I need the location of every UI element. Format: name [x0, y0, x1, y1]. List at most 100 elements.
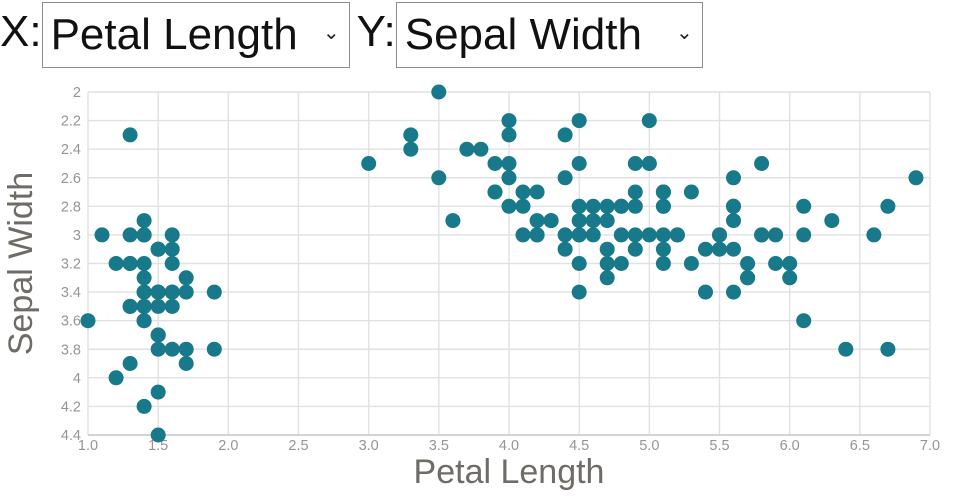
y-axis-select[interactable]: Sepal Width ⌄: [395, 2, 703, 68]
data-point: [150, 341, 166, 357]
data-point: [431, 170, 447, 186]
data-point: [136, 213, 152, 229]
x-axis-title: Petal Length: [414, 453, 605, 491]
chevron-down-icon: ⌄: [322, 22, 340, 44]
y-tick-label: 3.2: [61, 257, 81, 273]
data-point: [655, 256, 671, 271]
data-point: [768, 256, 784, 271]
data-point: [501, 156, 517, 171]
data-point: [585, 213, 601, 229]
x-axis-select-value: Petal Length: [50, 10, 298, 59]
x-tick-label: 2.0: [218, 438, 238, 454]
data-point: [164, 341, 180, 357]
data-point: [150, 384, 166, 400]
data-point: [529, 213, 545, 229]
y-tick-label: 4.4: [61, 428, 81, 444]
data-point: [726, 241, 741, 257]
data-point: [641, 156, 657, 171]
x-tick-label: 4.5: [569, 438, 589, 454]
data-point: [740, 270, 756, 286]
data-point: [726, 284, 741, 300]
x-tick-label: 1.5: [148, 438, 168, 454]
data-point: [796, 198, 812, 214]
data-point: [824, 213, 840, 229]
data-point: [571, 198, 587, 214]
x-tick-label: 6.5: [850, 438, 870, 454]
data-point: [136, 298, 152, 314]
data-point: [80, 313, 96, 329]
y-tick-label: 2.2: [61, 114, 81, 130]
data-point: [599, 256, 615, 271]
data-point: [515, 227, 531, 243]
data-point: [150, 327, 166, 343]
x-tick-label: 7.0: [920, 438, 940, 454]
x-tick-label: 6.0: [780, 438, 800, 454]
x-tick-label: 2.5: [288, 438, 308, 454]
data-point: [136, 227, 152, 243]
data-point: [361, 156, 377, 171]
data-point: [571, 113, 587, 129]
y-tick-label: 3.8: [61, 342, 81, 358]
data-point: [571, 284, 587, 300]
data-point: [529, 227, 545, 243]
data-point: [712, 227, 727, 243]
data-point: [445, 213, 461, 229]
data-point: [571, 256, 587, 271]
data-point: [501, 198, 517, 214]
data-point: [403, 141, 419, 157]
data-point: [571, 227, 587, 243]
x-tick-label: 3.0: [359, 438, 379, 454]
y-axis-picker-label: Y:: [356, 7, 396, 56]
y-axis-select-value: Sepal Width: [404, 10, 642, 59]
chevron-down-icon: ⌄: [675, 22, 693, 44]
data-point: [136, 398, 152, 414]
data-point: [726, 213, 741, 229]
data-point: [669, 227, 685, 243]
data-point: [122, 127, 138, 143]
data-point: [726, 170, 741, 186]
data-point: [655, 227, 671, 243]
data-point: [613, 256, 629, 271]
data-point: [627, 241, 643, 257]
data-point: [557, 127, 573, 143]
data-point: [178, 356, 194, 371]
data-point: [150, 427, 166, 443]
x-axis-select[interactable]: Petal Length ⌄: [41, 2, 350, 68]
data-point: [782, 270, 798, 286]
data-point: [108, 370, 124, 386]
x-tick-label: 3.5: [429, 438, 449, 454]
data-point: [122, 356, 138, 371]
data-point: [782, 256, 798, 271]
data-point: [557, 170, 573, 186]
data-point: [122, 227, 138, 243]
data-point: [585, 227, 601, 243]
data-point: [164, 298, 180, 314]
data-point: [571, 156, 587, 171]
data-point: [740, 256, 756, 271]
data-point: [206, 341, 222, 357]
data-point: [627, 184, 643, 200]
y-tick-label: 3: [73, 228, 81, 244]
x-tick-label: 5.5: [709, 438, 729, 454]
x-axis-picker-label: X:: [0, 7, 42, 56]
data-point: [655, 198, 671, 214]
axis-controls-bar: X: Petal Length ⌄ Y: Sepal Width ⌄: [0, 0, 703, 68]
data-point: [94, 227, 110, 243]
data-point: [880, 341, 896, 357]
data-point: [543, 213, 559, 229]
data-point: [796, 313, 812, 329]
data-point: [501, 170, 517, 186]
data-point: [866, 227, 882, 243]
data-point: [599, 270, 615, 286]
data-point: [136, 270, 152, 286]
data-point: [557, 227, 573, 243]
y-tick-label: 4: [73, 371, 81, 387]
data-point: [627, 198, 643, 214]
data-point: [698, 241, 713, 257]
data-point: [459, 141, 475, 157]
data-point: [501, 113, 517, 129]
data-point: [403, 127, 419, 143]
data-point: [655, 184, 671, 200]
data-point: [515, 184, 531, 200]
data-point: [178, 270, 194, 286]
